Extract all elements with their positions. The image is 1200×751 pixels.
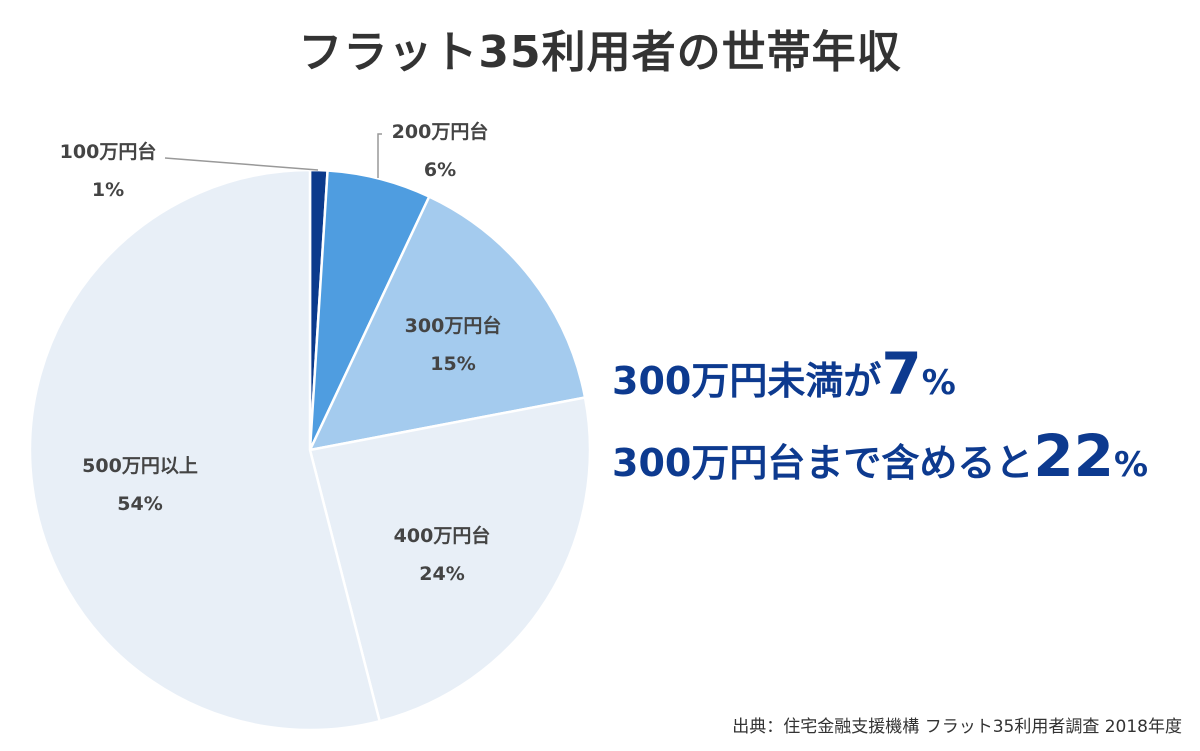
headline-including-300: 300万円台まで含めると22% [612, 427, 1148, 485]
slice-value-1: 1% [92, 179, 124, 201]
pie-slice-5 [28, 168, 382, 732]
slice-label-5: 500万円以上 [82, 455, 198, 477]
headline-2-percent: % [1114, 445, 1149, 485]
headline-under-300: 300万円未満が7% [612, 345, 956, 403]
slice-value-5: 54% [117, 493, 162, 515]
slice-label-2: 200万円台 [392, 120, 489, 143]
slice-value-2: 6% [424, 159, 456, 181]
pie-slice-3 [307, 194, 587, 452]
headline-2-number: 22 [1033, 422, 1115, 490]
leader-line-1 [164, 157, 319, 171]
headline-1-number: 7 [881, 340, 922, 408]
headline-1-text: 300万円未満が [612, 359, 882, 403]
slice-value-3: 15% [430, 353, 475, 375]
chart-title: フラット35利用者の世帯年収 [298, 27, 902, 78]
leader-line-2 [377, 133, 382, 178]
slice-label-3: 300万円台 [405, 314, 502, 337]
slice-label-4: 400万円台 [394, 524, 491, 547]
slice-label-1: 100万円台 [60, 140, 157, 163]
headline-2-text: 300万円台まで含めると [612, 441, 1034, 485]
pie-slice-4 [308, 396, 592, 723]
slice-value-4: 24% [419, 563, 464, 585]
source-note: 出典：住宅金融支援機構 フラット35利用者調査 2018年度 [732, 717, 1182, 737]
headline-1-percent: % [921, 363, 956, 403]
